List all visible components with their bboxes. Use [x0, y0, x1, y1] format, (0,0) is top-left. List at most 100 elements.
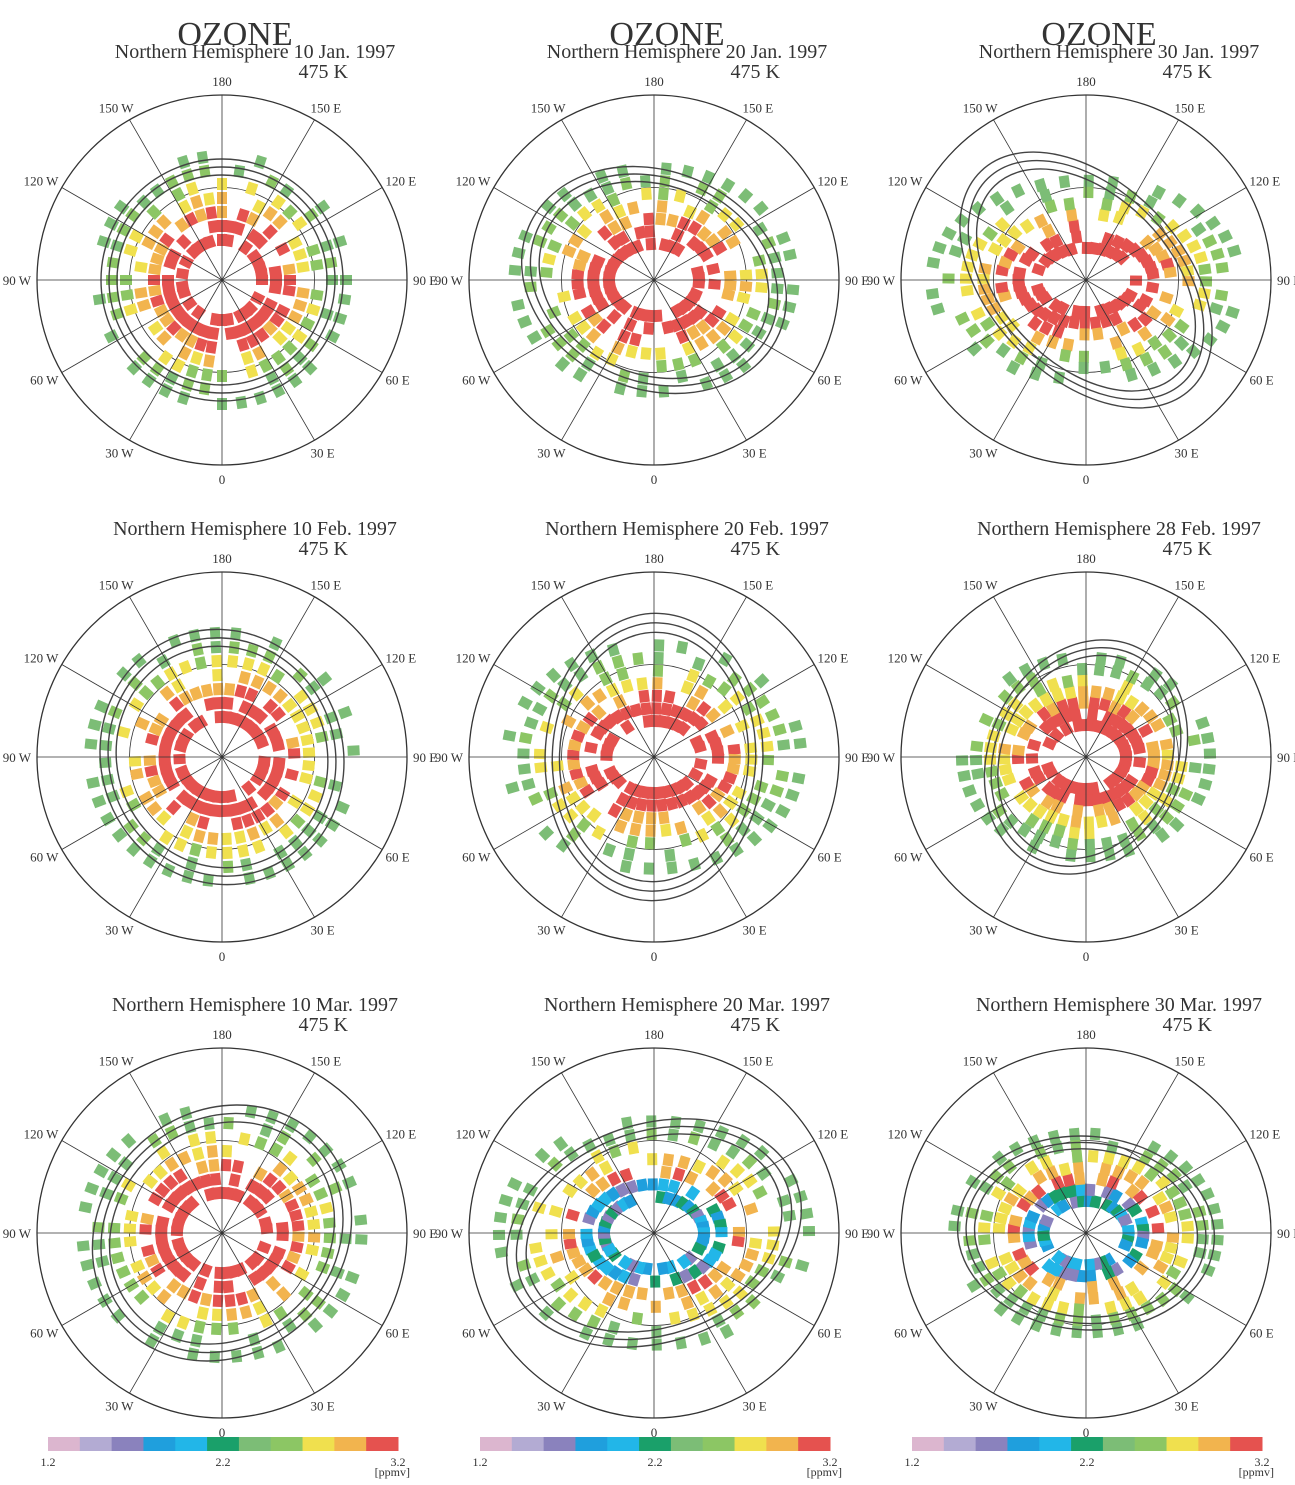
longitude-label: 180 [1076, 1027, 1096, 1042]
longitude-label: 90 E [845, 750, 869, 765]
ozone-cell [650, 1276, 660, 1288]
ozone-cell [1080, 317, 1090, 329]
ozone-cell [1072, 1150, 1083, 1163]
ozone-cell [567, 750, 579, 760]
ozone-cell [776, 231, 791, 245]
ozone-cell [955, 311, 970, 325]
ozone-cell [715, 1227, 727, 1237]
ozone-cell [161, 1308, 176, 1323]
ozone-cell [599, 209, 614, 224]
longitude-label: 120 W [456, 651, 492, 666]
colorbar-tick-label: 2.2 [648, 1455, 663, 1469]
ozone-cell [92, 1239, 105, 1250]
colorbar-unit: [ppmv] [807, 1465, 842, 1479]
ozone-cell [272, 1161, 287, 1177]
ozone-cell [325, 329, 340, 343]
ozone-cell [721, 178, 736, 193]
map-panel: Northern Hemisphere 28 Feb. 1997475 K180… [867, 518, 1295, 964]
ozone-cell [156, 810, 171, 826]
longitude-label: 150 E [743, 578, 774, 593]
ozone-cell [775, 770, 789, 782]
ozone-cell [239, 1305, 252, 1319]
ozone-cell [625, 345, 638, 359]
ozone-cell [627, 1141, 639, 1155]
ozone-cell [749, 1237, 762, 1249]
ozone-cell [282, 204, 298, 220]
ozone-cell [265, 1276, 280, 1292]
longitude-label: 60 E [386, 850, 410, 865]
ozone-cell [1064, 197, 1076, 210]
ozone-cell [926, 288, 939, 300]
ozone-cell [1068, 219, 1080, 232]
ozone-cell [228, 1322, 239, 1335]
ozone-cell [676, 641, 688, 655]
ozone-cell [706, 263, 720, 275]
ozone-cell [978, 263, 992, 275]
ozone-cell [555, 356, 570, 372]
ozone-cell [272, 214, 288, 230]
ozone-cell [647, 1153, 657, 1165]
ozone-cell [176, 234, 192, 250]
ozone-cell [681, 680, 695, 695]
ozone-cell [623, 1284, 636, 1298]
ozone-cell [1181, 1221, 1194, 1232]
ozone-cell [1090, 685, 1101, 698]
ozone-cell [775, 804, 790, 819]
ozone-cell [201, 684, 213, 698]
longitude-label: 60 E [1250, 1326, 1274, 1341]
longitude-label: 60 W [30, 1326, 59, 1341]
ozone-cell [203, 192, 215, 205]
colorbar-swatch [735, 1437, 767, 1451]
ozone-cell [1084, 816, 1094, 828]
colorbar: 1.22.23.2[ppmv] [473, 1437, 843, 1479]
ozone-cell [250, 291, 265, 305]
map-panel: OZONENorthern Hemisphere 30 Jan. 1997475… [867, 16, 1295, 487]
ozone-cell [1075, 1292, 1086, 1305]
ozone-cell [566, 1209, 580, 1222]
ozone-cell [646, 812, 656, 824]
ozone-cell [1059, 349, 1071, 363]
ozone-cell [171, 678, 186, 693]
longitude-label: 0 [219, 472, 226, 487]
ozone-cell [1069, 1128, 1080, 1141]
ozone-cell [1130, 275, 1142, 285]
panel-level: 475 K [731, 1014, 781, 1036]
ozone-cell [288, 835, 303, 851]
longitude-label: 60 W [894, 373, 923, 388]
ozone-cell [1196, 1234, 1209, 1245]
ozone-cell [982, 226, 998, 241]
ozone-cell [290, 1241, 304, 1253]
longitude-label: 120 E [1250, 174, 1281, 189]
ozone-cell [1088, 1150, 1099, 1163]
ozone-cell [290, 814, 306, 829]
ozone-cell [293, 299, 308, 312]
ozone-cell [272, 330, 288, 346]
ozone-cell [1090, 316, 1102, 329]
ozone-cell [658, 188, 669, 201]
ozone-cell [1012, 745, 1025, 756]
ozone-cell [562, 244, 577, 258]
ozone-cell [225, 327, 237, 340]
ozone-cell [580, 1229, 592, 1239]
ozone-cell [211, 655, 222, 668]
colorbar-swatch [80, 1437, 112, 1451]
map-panel: Northern Hemisphere 20 Feb. 1997475 K180… [435, 518, 870, 964]
ozone-cell [971, 768, 985, 780]
longitude-label: 120 E [1250, 1127, 1281, 1142]
ozone-cell [273, 688, 288, 704]
ozone-cell [228, 1173, 240, 1187]
ozone-cell [663, 1286, 675, 1300]
ozone-cell [1099, 361, 1111, 374]
ozone-cell [967, 1278, 982, 1293]
ozone-cell [160, 685, 175, 701]
ozone-cell [521, 778, 535, 791]
ozone-cell [271, 195, 286, 211]
longitude-label: 120 E [818, 1127, 849, 1142]
ozone-cell [1164, 267, 1177, 279]
ozone-cell [1088, 1292, 1099, 1305]
longitude-label: 60 W [462, 850, 491, 865]
ozone-cell [211, 641, 222, 654]
ozone-cell [345, 1271, 360, 1285]
ozone-cell [262, 224, 278, 240]
ozone-cell [961, 285, 974, 297]
